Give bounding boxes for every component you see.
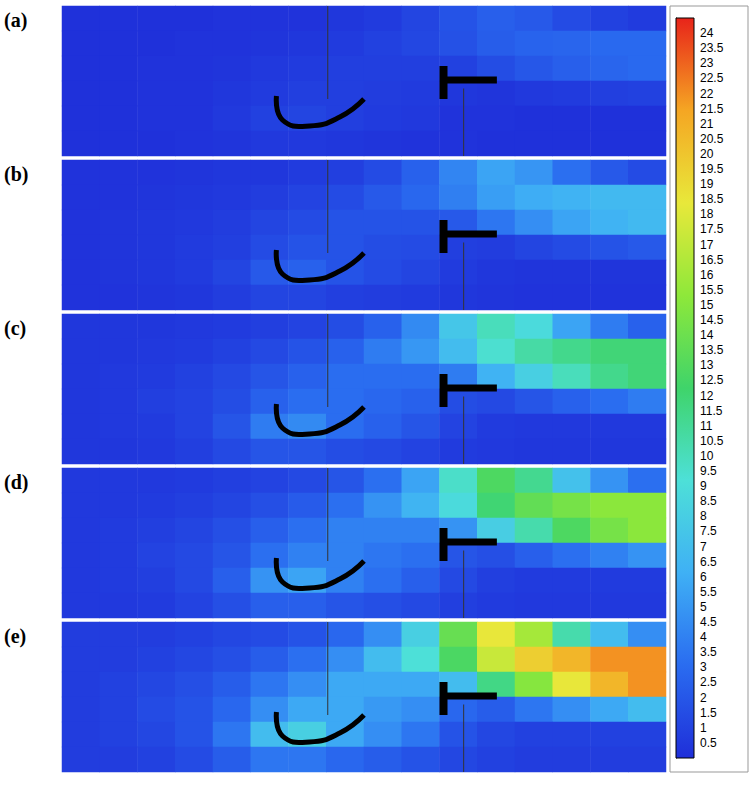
- svg-text:(d): (d): [4, 471, 28, 494]
- svg-text:12: 12: [700, 389, 714, 403]
- svg-text:13: 13: [700, 358, 714, 372]
- svg-text:21.5: 21.5: [700, 102, 724, 116]
- svg-text:17.5: 17.5: [700, 222, 724, 236]
- svg-text:11: 11: [700, 419, 713, 433]
- svg-text:12.5: 12.5: [700, 373, 724, 387]
- svg-text:(b): (b): [4, 163, 28, 186]
- svg-text:0.5: 0.5: [700, 736, 717, 750]
- svg-text:6: 6: [700, 570, 707, 584]
- svg-text:(e): (e): [4, 625, 26, 648]
- svg-text:14.5: 14.5: [700, 313, 724, 327]
- svg-text:15: 15: [700, 298, 714, 312]
- svg-text:21: 21: [700, 117, 714, 131]
- svg-text:16: 16: [700, 268, 714, 282]
- svg-text:13.5: 13.5: [700, 343, 724, 357]
- svg-text:10: 10: [700, 449, 714, 463]
- svg-text:5.5: 5.5: [700, 585, 717, 599]
- svg-text:24: 24: [700, 26, 714, 40]
- svg-text:7.5: 7.5: [700, 524, 717, 538]
- svg-text:9: 9: [700, 479, 707, 493]
- svg-text:22: 22: [700, 87, 714, 101]
- svg-text:6.5: 6.5: [700, 555, 717, 569]
- svg-text:2.5: 2.5: [700, 675, 717, 689]
- svg-text:18.5: 18.5: [700, 192, 724, 206]
- svg-text:11.5: 11.5: [700, 404, 723, 418]
- svg-text:5: 5: [700, 600, 707, 614]
- svg-text:3.5: 3.5: [700, 645, 717, 659]
- svg-text:23.5: 23.5: [700, 41, 724, 55]
- svg-text:23: 23: [700, 56, 714, 70]
- svg-text:15.5: 15.5: [700, 283, 724, 297]
- svg-text:4.5: 4.5: [700, 615, 717, 629]
- svg-text:22.5: 22.5: [700, 71, 724, 85]
- svg-text:8: 8: [700, 509, 707, 523]
- svg-text:(c): (c): [4, 317, 26, 340]
- svg-text:9.5: 9.5: [700, 464, 717, 478]
- svg-text:14: 14: [700, 328, 714, 342]
- svg-text:4: 4: [700, 630, 707, 644]
- svg-text:16.5: 16.5: [700, 253, 724, 267]
- svg-text:20: 20: [700, 147, 714, 161]
- svg-text:(a): (a): [4, 9, 27, 32]
- svg-text:1: 1: [700, 721, 707, 735]
- svg-text:3: 3: [700, 660, 707, 674]
- svg-text:2: 2: [700, 691, 707, 705]
- svg-text:8.5: 8.5: [700, 494, 717, 508]
- svg-text:10.5: 10.5: [700, 434, 724, 448]
- svg-text:19: 19: [700, 177, 714, 191]
- svg-text:17: 17: [700, 238, 714, 252]
- svg-text:7: 7: [700, 540, 707, 554]
- svg-text:18: 18: [700, 207, 714, 221]
- svg-text:1.5: 1.5: [700, 706, 717, 720]
- svg-text:19.5: 19.5: [700, 162, 724, 176]
- svg-text:20.5: 20.5: [700, 132, 724, 146]
